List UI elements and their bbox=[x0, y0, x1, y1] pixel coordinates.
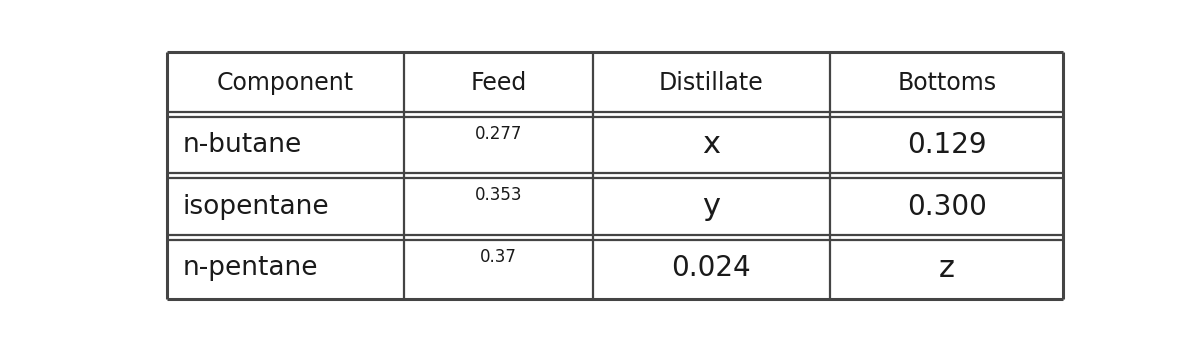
Text: 0.277: 0.277 bbox=[475, 125, 522, 143]
Text: y: y bbox=[702, 192, 720, 221]
Text: 0.300: 0.300 bbox=[907, 192, 986, 221]
Text: Bottoms: Bottoms bbox=[898, 71, 996, 95]
Text: 0.024: 0.024 bbox=[672, 254, 751, 282]
Text: n-pentane: n-pentane bbox=[182, 255, 318, 281]
Text: Component: Component bbox=[217, 71, 354, 95]
Text: 0.37: 0.37 bbox=[480, 248, 517, 266]
Text: 0.353: 0.353 bbox=[475, 187, 522, 205]
Text: x: x bbox=[702, 130, 720, 159]
Text: z: z bbox=[938, 254, 955, 283]
Text: isopentane: isopentane bbox=[182, 193, 330, 220]
Text: n-butane: n-butane bbox=[182, 132, 302, 158]
Text: Feed: Feed bbox=[470, 71, 527, 95]
Text: Distillate: Distillate bbox=[659, 71, 763, 95]
Text: 0.129: 0.129 bbox=[907, 131, 986, 159]
